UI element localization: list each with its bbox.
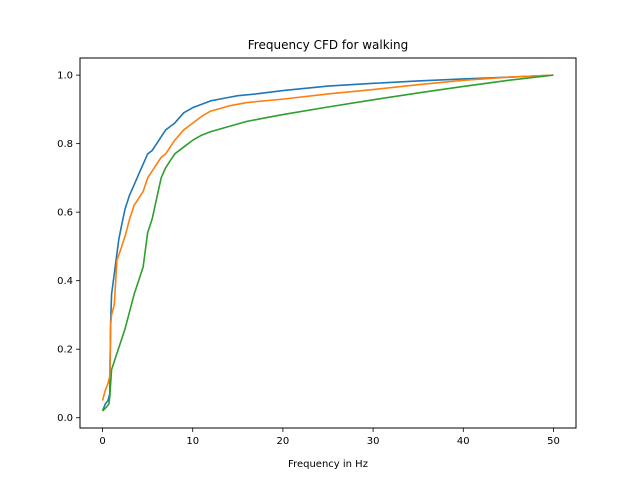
y-tick-label: 0.8 bbox=[57, 139, 73, 150]
y-tick-label: 0.6 bbox=[57, 208, 73, 219]
x-tick-label: 40 bbox=[457, 436, 470, 447]
plot-area bbox=[101, 74, 554, 412]
axes-frame bbox=[79, 57, 577, 429]
x-tick-label: 10 bbox=[186, 436, 199, 447]
x-tick-label: 20 bbox=[277, 436, 290, 447]
y-tick-label: 0.0 bbox=[57, 413, 73, 424]
x-tick-label: 30 bbox=[367, 436, 380, 447]
series-line-1 bbox=[101, 74, 554, 412]
y-tick-label: 0.2 bbox=[57, 345, 73, 356]
y-tick-label: 0.4 bbox=[57, 276, 73, 287]
series-line-3 bbox=[101, 74, 554, 412]
y-tick-label: 1.0 bbox=[57, 71, 73, 82]
x-tick-label: 0 bbox=[99, 436, 105, 447]
x-axis: 0 10 20 30 40 50 bbox=[99, 428, 560, 447]
x-tick-label: 50 bbox=[547, 436, 560, 447]
x-axis-label: Frequency in Hz bbox=[288, 459, 368, 470]
series-line-2 bbox=[101, 74, 554, 401]
chart-title: Frequency CFD for walking bbox=[248, 38, 408, 52]
y-axis: 0.0 0.2 0.4 0.6 0.8 1.0 bbox=[57, 71, 80, 424]
